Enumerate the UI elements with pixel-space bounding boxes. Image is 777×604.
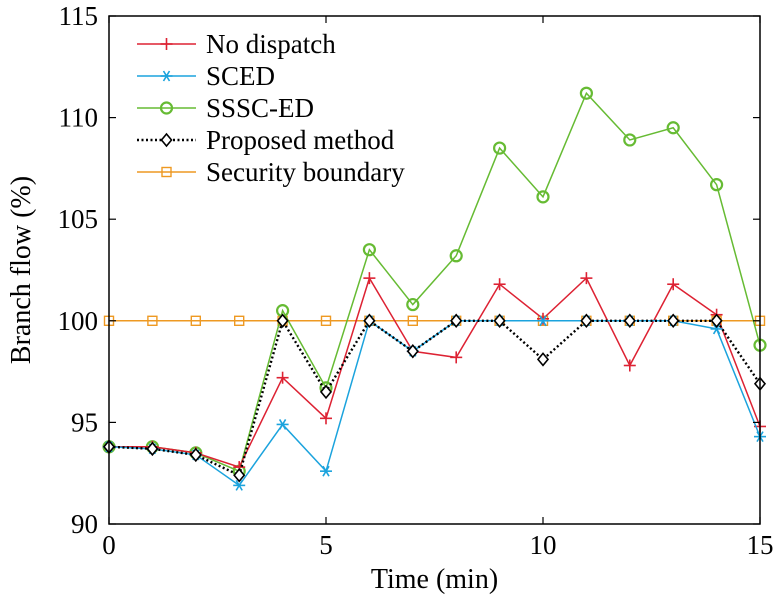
data-point: [667, 278, 680, 291]
data-point: [190, 315, 202, 326]
data-point: [579, 86, 594, 100]
axis-ticks: 0 5 10 15 90 95 100 105 110 115: [58, 1, 774, 560]
x-tick-label: 0: [102, 530, 116, 560]
data-point: [537, 315, 549, 327]
data-point: [276, 313, 289, 329]
data-point: [233, 467, 246, 483]
data-point: [319, 384, 333, 400]
y-tick-label: 105: [58, 204, 99, 234]
legend-entry: Proposed method: [137, 125, 395, 155]
x-tick-label: 15: [747, 530, 774, 560]
data-point: [493, 141, 507, 155]
series-sssc-ed: [102, 86, 767, 478]
data-point: [666, 121, 680, 135]
y-tick-label: 115: [59, 1, 99, 31]
data-point: [536, 190, 550, 204]
legend-entry: No dispatch: [137, 29, 336, 59]
data-point: [667, 313, 680, 329]
data-point: [406, 344, 419, 359]
x-tick-label: 5: [319, 530, 333, 560]
legend-label: Proposed method: [206, 125, 395, 155]
x-tick-label: 10: [530, 530, 557, 560]
data-point: [580, 313, 593, 329]
x-axis-label: Time (min): [371, 564, 498, 595]
legend-label: SSSC-ED: [206, 93, 314, 123]
data-point: [276, 371, 289, 384]
series-sced: [103, 315, 766, 491]
legend-entry: SCED: [137, 61, 275, 91]
data-point: [159, 101, 174, 115]
data-point: [189, 447, 202, 463]
data-point: [160, 70, 173, 82]
series-line: [109, 276, 761, 469]
data-point: [407, 315, 418, 326]
data-point: [406, 297, 420, 312]
legend-label: No dispatch: [206, 29, 336, 59]
y-axis-label: Branch flow (%): [6, 176, 37, 364]
data-point: [450, 313, 463, 329]
data-point: [363, 272, 376, 285]
data-point: [493, 278, 506, 291]
data-point: [320, 315, 332, 326]
data-point: [449, 249, 463, 263]
legend-label: SCED: [206, 61, 275, 91]
data-point: [146, 441, 159, 457]
data-point: [233, 315, 245, 326]
legend-entry: Security boundary: [137, 157, 405, 187]
data-point: [160, 38, 173, 50]
series-no-dispatch: [103, 272, 766, 474]
series-layer: [102, 86, 767, 491]
y-tick-label: 100: [58, 306, 99, 336]
series-line: [108, 317, 761, 477]
data-point: [537, 312, 549, 325]
data-point: [623, 133, 637, 147]
data-point: [320, 412, 332, 425]
data-point: [710, 313, 723, 329]
data-point: [363, 313, 376, 329]
data-point: [709, 178, 724, 192]
series-line: [109, 91, 761, 473]
data-point: [160, 132, 173, 148]
data-point: [320, 465, 332, 477]
data-point: [362, 243, 376, 257]
y-tick-label: 95: [71, 407, 98, 437]
legend-label: Security boundary: [206, 157, 405, 187]
data-point: [161, 166, 172, 178]
y-tick-label: 90: [71, 509, 98, 539]
data-point: [276, 419, 289, 430]
y-tick-label: 110: [59, 103, 99, 133]
plot-area: [108, 15, 761, 525]
data-point: [147, 315, 158, 326]
series-proposed-method: [102, 313, 767, 483]
data-point: [623, 313, 636, 329]
data-point: [536, 352, 550, 367]
data-point: [233, 479, 246, 491]
data-point: [623, 359, 636, 372]
legend-entry: SSSC-ED: [137, 93, 314, 123]
data-point: [450, 351, 463, 364]
data-point: [493, 313, 506, 329]
data-point: [580, 272, 593, 285]
